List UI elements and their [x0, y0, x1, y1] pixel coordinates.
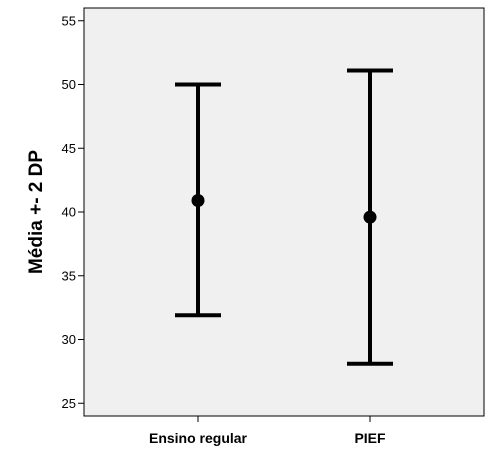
error-bars	[175, 68, 393, 366]
y-axis: 25 30 35 40 45 50 55	[62, 13, 84, 411]
y-tick-label: 50	[62, 77, 76, 92]
mean-point	[363, 210, 377, 224]
y-tick-label: 30	[62, 332, 76, 347]
y-axis-title: Média +- 2 DP	[26, 150, 47, 274]
plot-area	[83, 7, 485, 417]
y-tick-label: 45	[62, 141, 76, 156]
y-tick-label: 35	[62, 268, 76, 283]
y-tick-label: 55	[62, 13, 76, 28]
x-tick-label: PIEF	[354, 430, 386, 446]
x-tick-label: Ensino regular	[149, 430, 248, 446]
y-tick-label: 25	[62, 396, 76, 411]
y-tick-label: 40	[62, 205, 76, 220]
mean-point	[191, 194, 205, 208]
x-axis: Ensino regular PIEF	[149, 416, 386, 446]
